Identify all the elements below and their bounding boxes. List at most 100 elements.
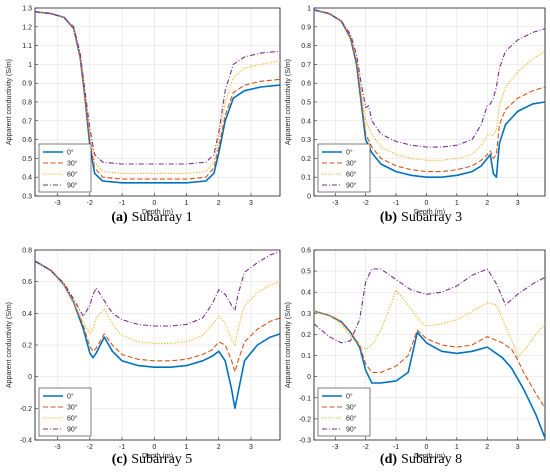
x-tick-label: 3: [516, 444, 520, 451]
legend-label: 60°: [346, 171, 357, 179]
y-tick-label: 0.7: [22, 118, 32, 125]
y-tick-label: 0.2: [301, 332, 311, 339]
legend-label: 90°: [67, 182, 78, 190]
legend-label: 0°: [67, 149, 74, 157]
series-line-s90: [314, 9, 545, 148]
x-tick-label: 3: [516, 200, 520, 207]
series-line-s30: [35, 260, 280, 373]
y-tick-label: 0.6: [301, 81, 311, 88]
legend-label: 30°: [67, 404, 78, 412]
caption-b: (b) Subarray 3: [380, 210, 462, 225]
x-tick-label: -1: [393, 444, 399, 451]
legend-label: 30°: [67, 160, 78, 168]
plot-frame: [34, 249, 281, 441]
series-line-s90: [35, 251, 280, 327]
x-tick-label: -1: [119, 444, 125, 451]
y-tick-label: 0.6: [22, 137, 32, 144]
series-line-s60: [35, 260, 280, 346]
y-tick-label: 0.2: [22, 343, 32, 350]
legend-label: 60°: [67, 171, 78, 179]
legend-label: 30°: [346, 404, 357, 412]
x-axis-label: Depth (m): [142, 453, 173, 460]
x-tick-label: -2: [87, 200, 93, 207]
series-line-s60: [314, 9, 545, 161]
plot-frame: [34, 7, 281, 197]
legend-label: 90°: [67, 426, 78, 434]
x-tick-label: -3: [54, 200, 60, 207]
x-tick-label: -3: [332, 200, 338, 207]
series-line-s0: [35, 260, 280, 410]
x-tick-label: -2: [87, 444, 93, 451]
y-tick-label: 0.5: [22, 156, 32, 163]
y-axis-label: Apparent conductivity (S/m): [6, 59, 13, 145]
x-tick-label: 3: [249, 444, 253, 451]
y-tick-label: 0.3: [301, 311, 311, 318]
chart-panel-b: 0 0.1 0.2 0.3 0.4 0.5 0.6 0.7 0.8 0.9 1 -3 -2 -1 0 1 2 3 D…: [285, 6, 546, 216]
y-tick-label: 0.9: [301, 24, 311, 31]
x-tick-label: 0: [152, 200, 156, 207]
y-tick-label: 0.2: [301, 156, 311, 163]
x-tick-label: 3: [249, 200, 253, 207]
series-line-s30: [35, 11, 280, 180]
x-tick-label: 1: [185, 444, 189, 451]
series-line-s60: [35, 11, 280, 174]
y-tick-label: 1.1: [22, 43, 32, 50]
y-tick-label: 0.1: [301, 175, 311, 182]
legend-label: 60°: [346, 415, 357, 423]
legend-label: 0°: [346, 149, 353, 157]
x-tick-label: -3: [332, 444, 338, 451]
y-tick-label: 0.4: [22, 175, 32, 182]
y-tick-label: 0.9: [22, 81, 32, 88]
x-tick-label: 2: [217, 444, 221, 451]
series-line-s60: [314, 289, 545, 359]
y-tick-label: 1.3: [22, 6, 32, 13]
y-tick-label: 0.5: [301, 100, 311, 107]
x-tick-label: 1: [455, 200, 459, 207]
y-tick-label: -0.2: [20, 406, 32, 413]
caption-a: (a) Subarray 1: [111, 210, 192, 225]
y-tick-label: 0.8: [301, 43, 311, 50]
y-tick-label: 1: [307, 6, 311, 13]
y-tick-label: 0.3: [22, 194, 32, 201]
y-tick-label: 0.8: [22, 248, 32, 255]
x-tick-label: -1: [119, 200, 125, 207]
chart-panel-d: -0.3 -0.2 -0.1 0 0.1 0.2 0.3 0.4 0.5 0.6 -3 -2 -1 0 1 2…: [285, 248, 546, 460]
y-tick-label: 0: [307, 374, 311, 381]
y-axis-label: Apparent conductivity (S/m): [6, 302, 13, 388]
y-tick-label: -0.2: [299, 416, 311, 423]
legend-label: 60°: [67, 415, 78, 423]
legend-label: 0°: [67, 393, 74, 401]
y-tick-label: -0.4: [20, 438, 32, 445]
x-tick-label: -3: [54, 444, 60, 451]
y-tick-label: 1.2: [22, 24, 32, 31]
legend-label: 0°: [346, 393, 353, 401]
y-tick-label: 0: [28, 374, 32, 381]
legend-label: 90°: [346, 182, 357, 190]
x-tick-label: 0: [425, 200, 429, 207]
y-tick-label: 0.7: [301, 62, 311, 69]
x-axis-label: Depth (m): [414, 209, 445, 216]
x-tick-label: 1: [185, 200, 189, 207]
x-tick-label: -2: [363, 200, 369, 207]
y-tick-label: 0.5: [301, 269, 311, 276]
x-tick-label: -2: [363, 444, 369, 451]
caption-c: (c) Subarray 5: [112, 452, 193, 467]
y-axis-label: Apparent conductivity (S/m): [285, 302, 292, 388]
y-tick-label: 0: [307, 194, 311, 201]
chart-panel-c: -0.4 -0.2 0 0.2 0.4 0.6 0.8 -3 -2 -1 0 1 2 3 Depth (m)…: [6, 248, 281, 460]
x-tick-label: 2: [485, 200, 489, 207]
legend-label: 90°: [346, 426, 357, 434]
y-tick-label: 0.8: [22, 100, 32, 107]
y-tick-label: -0.1: [299, 395, 311, 402]
legend-label: 30°: [346, 160, 357, 168]
x-tick-label: 0: [425, 444, 429, 451]
y-tick-label: 0.1: [301, 353, 311, 360]
x-axis-label: Depth (m): [142, 209, 173, 216]
y-tick-label: 0.3: [301, 137, 311, 144]
y-tick-label: 0.4: [301, 118, 311, 125]
y-tick-label: 0.4: [301, 290, 311, 297]
chart-panel-a: 0.3 0.4 0.5 0.6 0.7 0.8 0.9 1 1.1 1.2 1.3 -3 -2 -1 0 1 2…: [6, 6, 281, 216]
series-line-s90: [314, 268, 545, 344]
series-line-s90: [35, 11, 280, 165]
